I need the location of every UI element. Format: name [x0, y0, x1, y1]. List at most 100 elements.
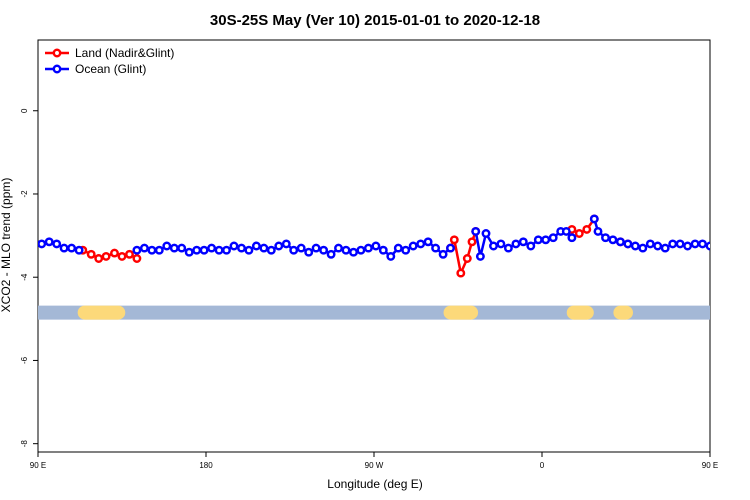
legend-label: Land (Nadir&Glint) — [75, 46, 174, 60]
data-point — [207, 243, 217, 253]
data-point — [229, 241, 239, 251]
data-point — [608, 235, 618, 245]
data-point — [518, 237, 528, 247]
data-point — [449, 235, 459, 245]
data-point — [446, 243, 455, 253]
data-point — [117, 251, 127, 261]
data-point — [251, 241, 261, 251]
series-ocean — [38, 214, 750, 261]
data-point — [408, 241, 418, 251]
data-point — [503, 243, 513, 253]
x-axis: 90 E 180 90 W 0 90 E — [30, 452, 718, 470]
data-point — [737, 243, 743, 249]
data-point — [601, 233, 610, 243]
data-point — [110, 248, 119, 258]
data-point — [199, 245, 209, 255]
data-point — [645, 239, 655, 249]
data-point — [266, 245, 276, 255]
data-point — [698, 239, 707, 249]
data-point — [101, 251, 111, 261]
y-axis: 0 -2 -4 -6 -8 — [20, 108, 38, 447]
legend: Land (Nadir&Glint) Ocean (Glint) — [45, 46, 174, 76]
data-point — [326, 249, 336, 259]
data-point — [349, 247, 358, 257]
data-point — [683, 241, 693, 251]
y-tick-label: 0 — [20, 108, 29, 113]
data-point — [319, 245, 329, 255]
data-point — [67, 243, 77, 253]
data-point — [237, 243, 246, 253]
data-point — [132, 245, 142, 255]
data-point — [630, 241, 640, 251]
data-point — [177, 243, 187, 253]
data-point — [304, 247, 314, 257]
y-axis-label: XCO2 - MLO trend (ppm) — [0, 178, 13, 313]
data-point — [393, 243, 403, 253]
data-point — [74, 245, 84, 255]
data-point — [561, 226, 571, 236]
x-tick-label: 0 — [540, 461, 545, 470]
data-point — [623, 239, 633, 249]
x-tick-label: 90 W — [365, 461, 384, 470]
data-point — [615, 237, 625, 247]
data-point — [296, 243, 306, 253]
data-point — [38, 239, 47, 249]
data-point — [363, 243, 373, 253]
data-point — [567, 233, 577, 243]
x-tick-label: 90 E — [702, 461, 718, 470]
chart-title: 30S-25S May (Ver 10) 2015-01-01 to 2020-… — [210, 12, 540, 29]
data-point — [496, 239, 506, 249]
data-point — [456, 268, 466, 278]
data-point — [281, 239, 291, 249]
data-point — [147, 245, 157, 255]
series-land — [78, 214, 633, 278]
data-point — [481, 229, 491, 238]
data-point — [125, 249, 134, 259]
data-point — [653, 241, 663, 251]
data-point — [274, 241, 284, 251]
data-point — [214, 245, 224, 255]
data-point — [541, 235, 551, 245]
data-point — [162, 241, 172, 251]
data-point — [722, 245, 728, 251]
data-point — [548, 233, 558, 243]
data-point — [169, 243, 179, 253]
data-point — [132, 254, 142, 263]
data-point — [86, 249, 96, 259]
data-point — [593, 226, 603, 236]
data-point — [574, 229, 584, 238]
data-point — [729, 241, 735, 247]
legend-label: Ocean (Glint) — [75, 62, 146, 76]
data-point — [94, 254, 104, 263]
data-point — [289, 245, 299, 255]
legend-marker — [52, 64, 62, 74]
data-point — [475, 251, 485, 261]
plot-area — [38, 214, 750, 320]
data-point — [378, 245, 388, 255]
data-point — [489, 241, 498, 251]
data-point — [744, 245, 750, 251]
y-tick-label: -2 — [20, 190, 29, 198]
data-point — [675, 239, 685, 249]
data-point — [341, 245, 351, 255]
y-tick-label: -8 — [20, 440, 29, 448]
data-point — [371, 241, 381, 251]
x-axis-label: Longitude (deg E) — [327, 477, 422, 491]
data-point — [139, 243, 149, 253]
data-point — [416, 239, 426, 249]
data-point — [471, 226, 481, 236]
legend-marker — [52, 48, 62, 58]
data-point — [44, 237, 54, 247]
y-tick-label: -4 — [20, 273, 29, 281]
data-point — [526, 241, 536, 251]
data-point — [401, 245, 411, 255]
data-point — [589, 214, 599, 224]
data-point — [660, 243, 670, 253]
data-point — [690, 239, 700, 249]
data-point — [222, 245, 231, 255]
data-point — [714, 245, 720, 251]
data-point — [431, 243, 441, 253]
data-point — [259, 243, 269, 253]
data-point — [582, 224, 592, 234]
